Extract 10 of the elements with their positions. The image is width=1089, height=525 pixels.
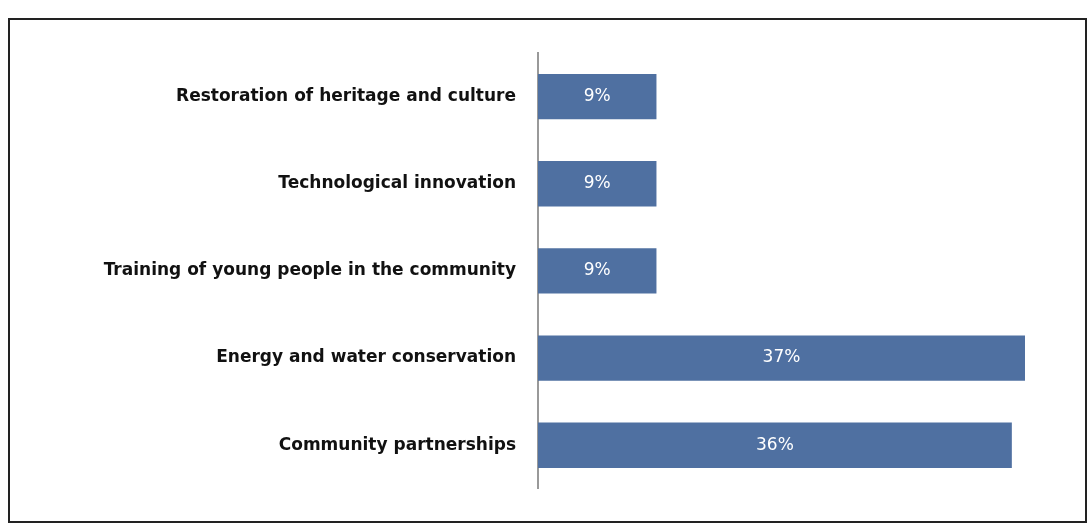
- data-label: 9%: [583, 85, 611, 105]
- data-label: 9%: [583, 172, 611, 193]
- y-tick-label: Restoration of heritage and culture: [176, 85, 516, 105]
- y-tick-label: Energy and water conservation: [216, 346, 516, 367]
- data-label: 36%: [756, 433, 794, 454]
- y-tick-label: Training of young people in the community: [103, 259, 516, 280]
- data-label: 37%: [762, 346, 801, 367]
- data-label: 9%: [583, 259, 611, 280]
- y-tick-label: Community partnerships: [278, 433, 516, 454]
- y-tick-label: Technological innovation: [278, 172, 516, 193]
